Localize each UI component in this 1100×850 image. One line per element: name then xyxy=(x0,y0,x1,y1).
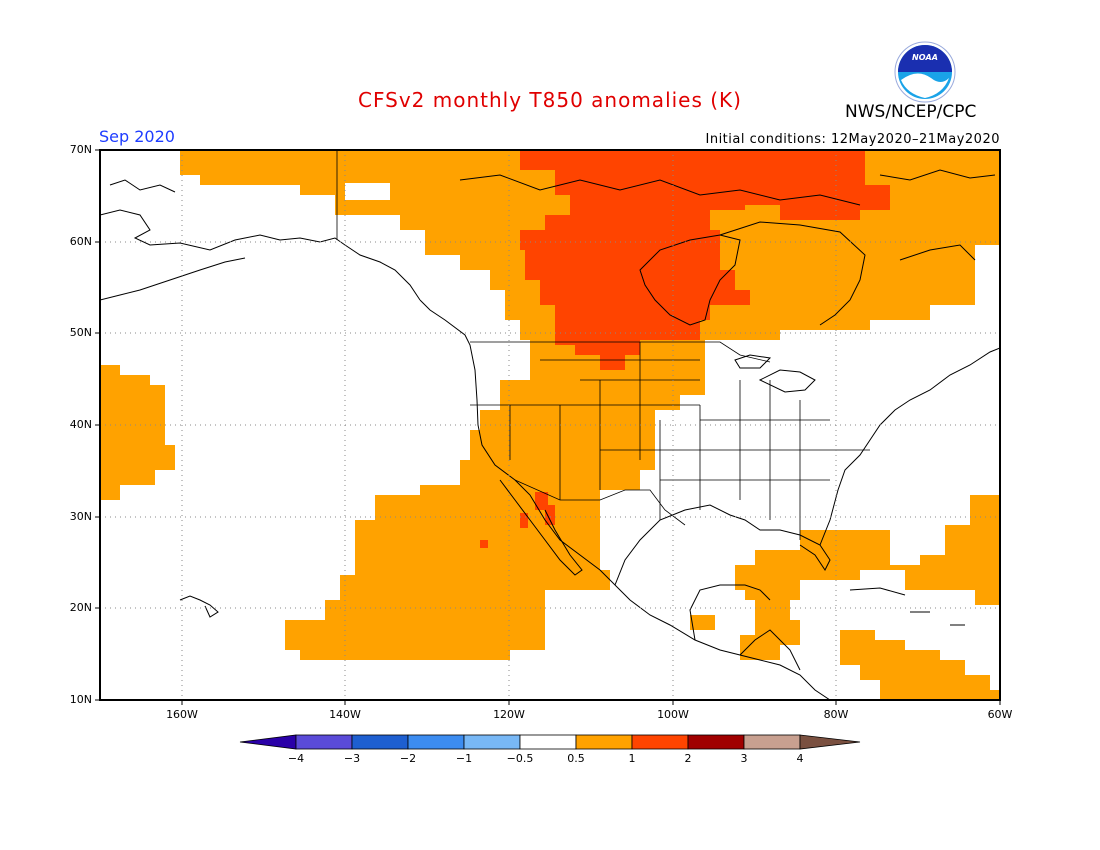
lon-label-160w: 160W xyxy=(166,708,198,721)
lat-label-20n: 20N xyxy=(69,601,92,614)
colorbar-tick: 1 xyxy=(628,752,636,765)
valid-month: Sep 2020 xyxy=(99,127,175,146)
colorbar-tick: −2 xyxy=(399,752,417,765)
colorbar-tick: −1 xyxy=(455,752,473,765)
lon-label-80w: 80W xyxy=(823,708,849,721)
lat-label-40n: 40N xyxy=(69,418,92,431)
lon-label-140w: 140W xyxy=(329,708,361,721)
noaa-logo-text: NOAA xyxy=(912,53,938,62)
colorbar-tick: 3 xyxy=(740,752,748,765)
colorbar-swatch-8 xyxy=(687,734,745,750)
initial-conditions: Initial conditions: 12May2020–21May2020 xyxy=(705,132,1000,147)
chart-title: CFSv2 monthly T850 anomalies (K) xyxy=(358,88,742,112)
colorbar-swatch-6 xyxy=(575,734,633,750)
lon-label-100w: 100W xyxy=(657,708,689,721)
colorbar-swatch-7 xyxy=(631,734,689,750)
colorbar-swatch-lt-4 xyxy=(239,734,297,750)
colorbar-swatch-9 xyxy=(743,734,801,750)
anomaly-region-1-2 xyxy=(480,150,890,548)
lat-label-70n: 70N xyxy=(69,143,92,156)
colorbar xyxy=(239,734,861,750)
colorbar-swatch-gt-4 xyxy=(799,734,861,750)
colorbar-tick: −0.5 xyxy=(506,752,534,765)
lat-label-60n: 60N xyxy=(69,235,92,248)
lon-label-120w: 120W xyxy=(493,708,525,721)
lat-label-30n: 30N xyxy=(69,510,92,523)
colorbar-swatch-2 xyxy=(351,734,409,750)
borders xyxy=(336,150,870,540)
noaa-logo xyxy=(894,41,956,103)
colorbar-swatch-1 xyxy=(295,734,353,750)
graticule xyxy=(100,150,1000,700)
colorbar-tick: −3 xyxy=(343,752,361,765)
colorbar-tick: 4 xyxy=(796,752,804,765)
colorbar-swatch-5 xyxy=(519,734,577,750)
lat-label-10n: 10N xyxy=(69,693,92,706)
coastlines xyxy=(100,169,1000,700)
lon-label-60w: 60W xyxy=(987,708,1013,721)
colorbar-tick: 2 xyxy=(684,752,692,765)
lat-label-50n: 50N xyxy=(69,326,92,339)
agency-label: NWS/NCEP/CPC xyxy=(845,102,977,122)
colorbar-tick: 0.5 xyxy=(567,752,585,765)
colorbar-swatch-3 xyxy=(407,734,465,750)
colorbar-swatch-4 xyxy=(463,734,521,750)
colorbar-tick: −4 xyxy=(287,752,305,765)
